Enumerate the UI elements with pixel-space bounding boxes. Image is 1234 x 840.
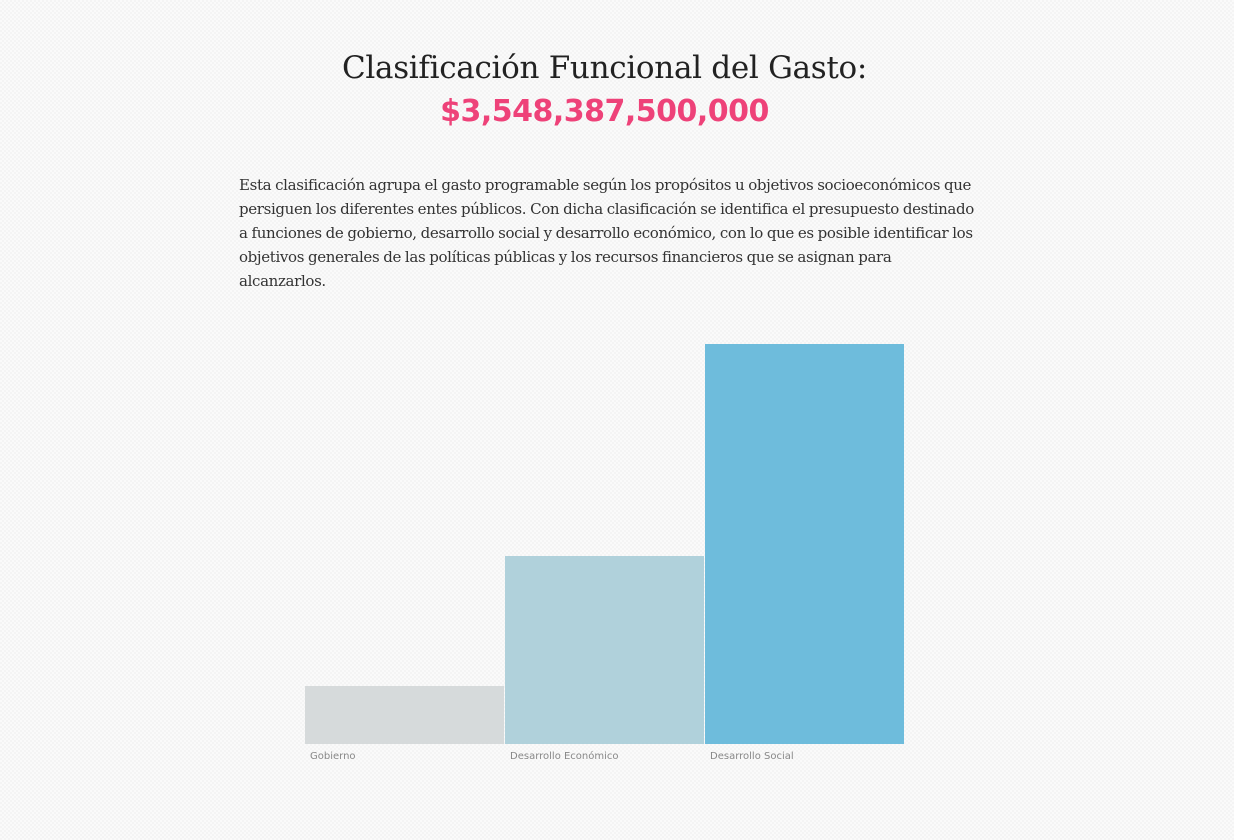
x-tick-label: Desarrollo Social	[710, 751, 794, 762]
bar-desarrollo-social[interactable]	[705, 344, 904, 744]
bar-desarrollo-econ-mico[interactable]	[505, 556, 704, 744]
total-amount: $3,548,387,500,000	[440, 94, 769, 129]
page-title: Clasificación Funcional del Gasto:	[341, 50, 867, 86]
description-text: Esta clasificación agrupa el gasto progr…	[239, 176, 974, 290]
x-tick-label: Gobierno	[310, 751, 356, 762]
x-tick-label: Desarrollo Económico	[510, 750, 619, 762]
bar-gobierno[interactable]	[305, 686, 504, 744]
